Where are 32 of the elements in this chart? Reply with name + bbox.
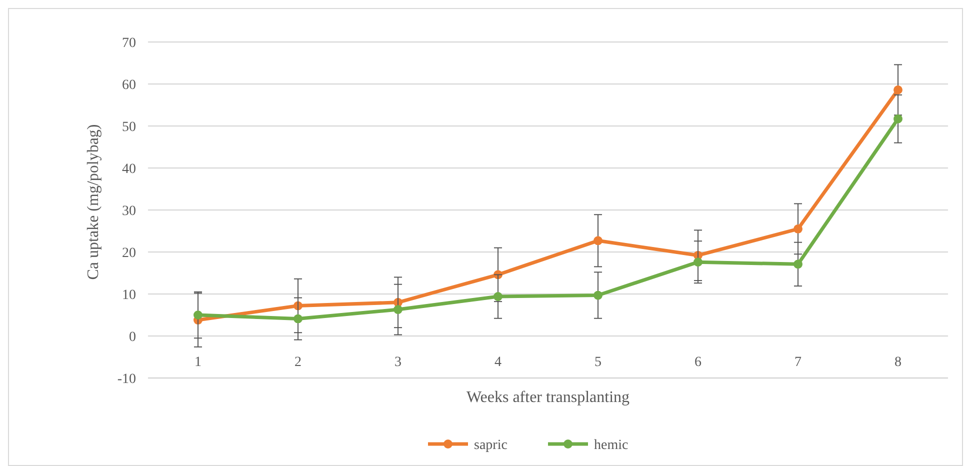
- point: [794, 224, 802, 234]
- y-tick-label: 0: [129, 330, 136, 345]
- x-axis-title: Weeks after transplanting: [466, 389, 630, 406]
- legend-label: sapric: [474, 438, 508, 453]
- point: [794, 260, 802, 269]
- y-tick-label: 50: [122, 120, 136, 135]
- x-tick-label: 2: [294, 355, 302, 370]
- point: [294, 314, 302, 324]
- point: [594, 290, 602, 300]
- x-tick-label: 3: [394, 355, 402, 370]
- point: [694, 258, 702, 267]
- legend-label: hemic: [594, 438, 628, 453]
- y-tick-label: 60: [122, 78, 136, 93]
- y-tick-label: 30: [122, 204, 136, 219]
- point: [894, 114, 902, 124]
- point: [594, 236, 602, 246]
- x-tick-label: 8: [894, 355, 902, 370]
- y-axis-title: Ca uptake (mg/polybag): [85, 124, 102, 280]
- x-tick-label: 7: [794, 355, 802, 370]
- y-tick-label: 70: [122, 36, 136, 51]
- y-tick-label: 40: [122, 162, 136, 177]
- point: [394, 305, 402, 314]
- y-tick-label: 20: [122, 246, 136, 261]
- point: [894, 85, 902, 94]
- point: [494, 292, 502, 302]
- x-tick-label: 1: [194, 355, 202, 370]
- point: [194, 310, 202, 320]
- x-tick-label: 6: [694, 355, 702, 370]
- x-tick-label: 5: [594, 355, 602, 370]
- x-tick-label: 4: [494, 355, 502, 370]
- y-tick-label: -10: [117, 372, 136, 387]
- y-tick-label: 10: [122, 288, 136, 303]
